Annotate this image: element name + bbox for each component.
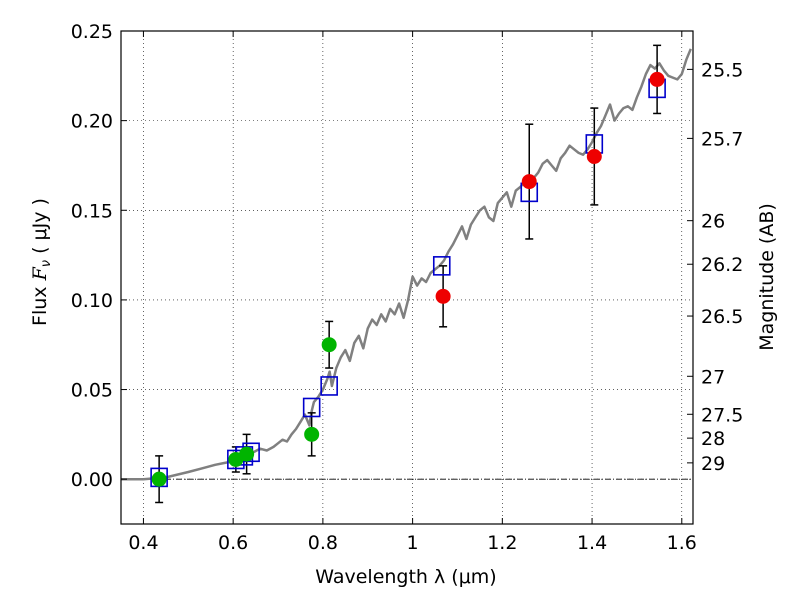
right-axis-tick-label: 27.5 <box>701 404 743 426</box>
optical-observation-point <box>321 337 337 353</box>
y-tick-label: 0.20 <box>71 111 113 133</box>
y-tick-label: 0.10 <box>71 290 113 312</box>
plot-area <box>121 31 693 524</box>
axis-ticks: 0.4 0.6 0.8 1 1.2 1.4 1.6 0.00 0.05 0.10 0.15 0.20 0… <box>71 21 744 554</box>
right-axis-tick-label: 29 <box>701 453 725 475</box>
y-tick-label: 0.25 <box>71 21 113 43</box>
model-spectrum-line <box>121 48 692 481</box>
x-tick-label: 1.4 <box>577 532 607 554</box>
optical-observation-point <box>151 471 167 487</box>
nir-observation-point <box>586 148 602 164</box>
right-axis-tick-label: 25.7 <box>701 128 743 150</box>
model-photometry-square <box>320 376 338 396</box>
y-axis-label: Flux Fν ( μJy ) <box>29 198 54 326</box>
y-axis-label-suffix: ( μJy ) <box>29 198 51 260</box>
y-axis-label-symbol: F <box>29 266 51 281</box>
observed-points <box>151 71 665 487</box>
x-tick-label: 1 <box>407 532 419 554</box>
x-tick-label: 0.4 <box>128 532 158 554</box>
y-axis-label-prefix: Flux <box>29 280 51 326</box>
right-axis-tick-label: 26.2 <box>701 254 743 276</box>
model-photometry-square <box>302 397 321 418</box>
right-axis-label: Magnitude (AB) <box>756 203 778 351</box>
x-tick-label: 0.6 <box>218 532 248 554</box>
y-tick-label: 0.00 <box>71 469 113 491</box>
right-axis-tick-label: 26.5 <box>701 306 743 328</box>
model-photometry-square <box>432 256 451 276</box>
y-tick-label: 0.05 <box>71 380 113 402</box>
x-tick-label: 0.8 <box>308 532 338 554</box>
nir-observation-point <box>649 71 665 87</box>
right-axis-tick-label: 26 <box>701 211 725 233</box>
x-tick-label: 1.6 <box>667 532 697 554</box>
optical-observation-point <box>304 426 320 442</box>
x-axis-label: Wavelength λ (μm) <box>315 566 496 588</box>
optical-observation-point <box>239 446 255 462</box>
y-tick-label: 0.15 <box>71 200 113 222</box>
plot-frame <box>120 30 694 525</box>
model-spectrum-layer <box>121 48 692 481</box>
y-axis-label-subscript: ν <box>39 260 54 267</box>
right-axis-tick-label: 27 <box>701 366 725 388</box>
x-tick-label: 1.2 <box>487 532 517 554</box>
nir-observation-point <box>521 174 537 190</box>
right-axis-tick-label: 28 <box>701 428 725 450</box>
nir-observation-point <box>435 288 451 304</box>
right-axis-tick-label: 25.5 <box>701 59 743 81</box>
